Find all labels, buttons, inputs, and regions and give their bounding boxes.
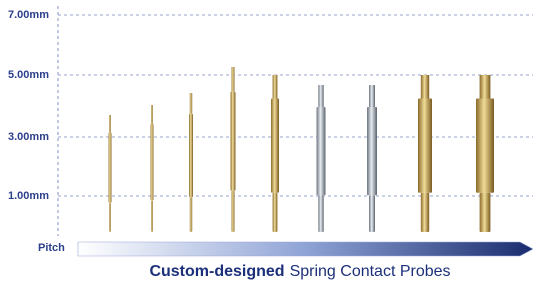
probe-tail bbox=[190, 197, 192, 232]
probe-barrel bbox=[151, 124, 154, 200]
probe-plunger bbox=[318, 85, 323, 107]
tick-label: 1.00mm bbox=[8, 190, 49, 202]
caption-rest: Spring Contact Probes bbox=[290, 263, 451, 280]
probe-plunger bbox=[190, 93, 192, 114]
probe-plunger bbox=[232, 67, 235, 92]
probe-tail bbox=[273, 193, 278, 232]
tick-label: 3.00mm bbox=[8, 131, 49, 143]
probe-tail bbox=[421, 193, 429, 232]
probe-barrel bbox=[189, 114, 193, 197]
probe-plunger bbox=[369, 85, 375, 107]
probe-plunger bbox=[480, 75, 491, 99]
page: 7.00mm 5.00mm 3.00mm 1.00mm Pitch Custom-de… bbox=[0, 0, 533, 284]
probe-tail bbox=[232, 191, 235, 232]
probe-group bbox=[109, 67, 495, 232]
probe-tail bbox=[480, 193, 491, 232]
probe-barrel bbox=[418, 99, 432, 193]
caption-bold: Custom-designed bbox=[149, 263, 284, 280]
probe-barrel bbox=[476, 99, 494, 193]
probe-barrel bbox=[317, 107, 326, 195]
x-label: Pitch bbox=[38, 242, 65, 254]
probe-barrel bbox=[231, 92, 236, 191]
probe-plunger bbox=[109, 115, 111, 133]
tick-label: 7.00mm bbox=[8, 9, 49, 21]
probe-plunger bbox=[273, 75, 278, 99]
pitch-arrow bbox=[78, 242, 533, 256]
tick-label: 5.00mm bbox=[8, 69, 49, 81]
probe-plunger bbox=[421, 75, 429, 99]
probe-tail bbox=[318, 195, 323, 232]
probe-tail bbox=[109, 203, 111, 232]
caption: Custom-designed Spring Contact Probes bbox=[149, 263, 450, 280]
probe-tail bbox=[151, 200, 153, 232]
probe-plunger bbox=[151, 105, 153, 124]
tick-group: 7.00mm 5.00mm 3.00mm 1.00mm bbox=[8, 9, 533, 202]
probe-barrel bbox=[109, 133, 112, 203]
probe-barrel bbox=[367, 107, 377, 195]
probe-barrel bbox=[271, 99, 279, 193]
probe-tail bbox=[369, 195, 375, 232]
